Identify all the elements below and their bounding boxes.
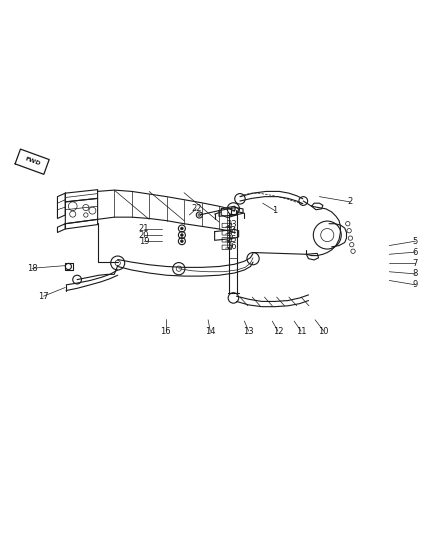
Text: 8: 8 [413, 269, 418, 278]
Text: 26: 26 [227, 243, 237, 252]
Text: 5: 5 [413, 237, 418, 246]
Text: 13: 13 [244, 327, 254, 336]
Circle shape [180, 240, 183, 243]
Text: 20: 20 [139, 231, 149, 239]
Text: 22: 22 [191, 204, 201, 213]
Text: 18: 18 [27, 264, 37, 273]
Text: 1: 1 [272, 206, 278, 215]
Text: 11: 11 [296, 327, 306, 336]
Text: 6: 6 [413, 248, 418, 256]
Text: FWD: FWD [24, 157, 41, 167]
Text: 9: 9 [413, 280, 418, 289]
Text: 2: 2 [347, 197, 353, 206]
Text: 7: 7 [413, 259, 418, 268]
Text: 24: 24 [227, 227, 237, 236]
Text: 25: 25 [227, 235, 237, 244]
Text: 23: 23 [227, 220, 237, 229]
Circle shape [180, 234, 183, 236]
Text: 14: 14 [205, 327, 215, 336]
Text: 17: 17 [38, 292, 49, 301]
Text: 19: 19 [139, 237, 149, 246]
Circle shape [180, 227, 183, 230]
Text: 10: 10 [318, 327, 329, 336]
Text: 21: 21 [139, 224, 149, 233]
Text: 12: 12 [273, 327, 283, 336]
Text: 16: 16 [160, 327, 171, 336]
